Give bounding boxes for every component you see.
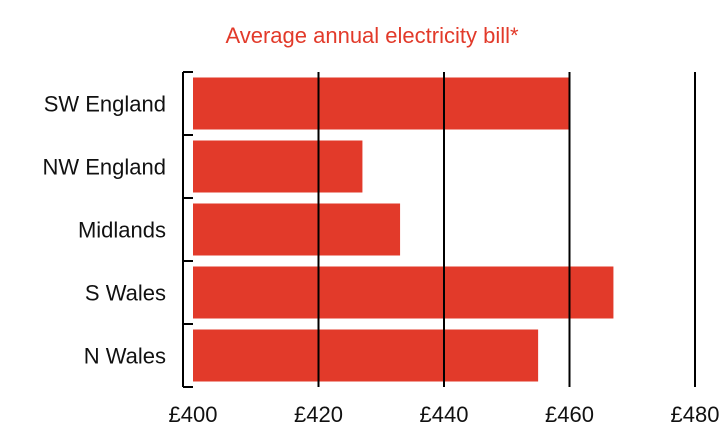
x-tick-label: £480 <box>671 402 720 427</box>
category-label: NW England <box>42 155 166 180</box>
bar-nw-england <box>193 140 363 193</box>
grid-layer <box>317 72 696 387</box>
category-labels: SW England NW England Midlands S Wales N Wal… <box>42 92 166 369</box>
bar-s-wales <box>193 266 614 319</box>
category-label: Midlands <box>78 218 166 243</box>
chart-title: Average annual electricity bill* <box>225 23 519 48</box>
x-tick-label: £460 <box>545 402 594 427</box>
category-label: S Wales <box>85 281 166 306</box>
x-tick-label: £420 <box>294 402 343 427</box>
bar-midlands <box>193 203 401 256</box>
bar-n-wales <box>193 329 539 382</box>
x-axis-tick-labels: £400 £420 £440 £460 £480 <box>169 402 720 427</box>
x-tick-label: £440 <box>420 402 469 427</box>
x-tick-label: £400 <box>169 402 218 427</box>
bar-sw-england <box>193 77 570 130</box>
y-axis <box>182 71 193 388</box>
category-label: SW England <box>44 92 166 117</box>
category-label: N Wales <box>84 344 166 369</box>
bars-layer <box>193 77 614 382</box>
